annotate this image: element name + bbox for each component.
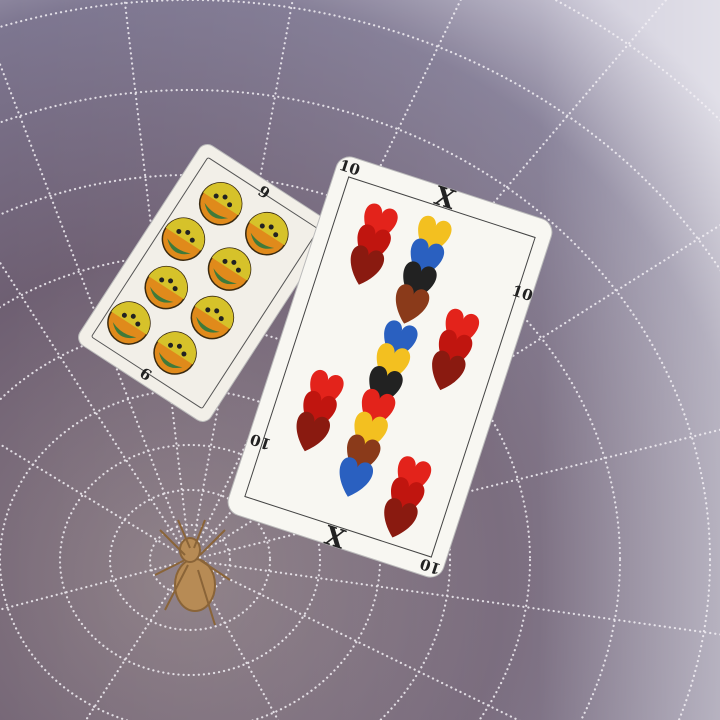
card-frame [91,157,319,409]
corner-index: 10 [510,281,535,305]
corner-index: 10 [418,554,443,578]
card-frame [244,176,536,558]
card-six[interactable]: 6 6 [75,141,335,426]
corner-index: 10 [337,156,362,180]
corner-index: 10 [248,430,273,454]
card-ten[interactable]: 10 10 10 10 X X [223,149,557,584]
spider [154,519,231,626]
